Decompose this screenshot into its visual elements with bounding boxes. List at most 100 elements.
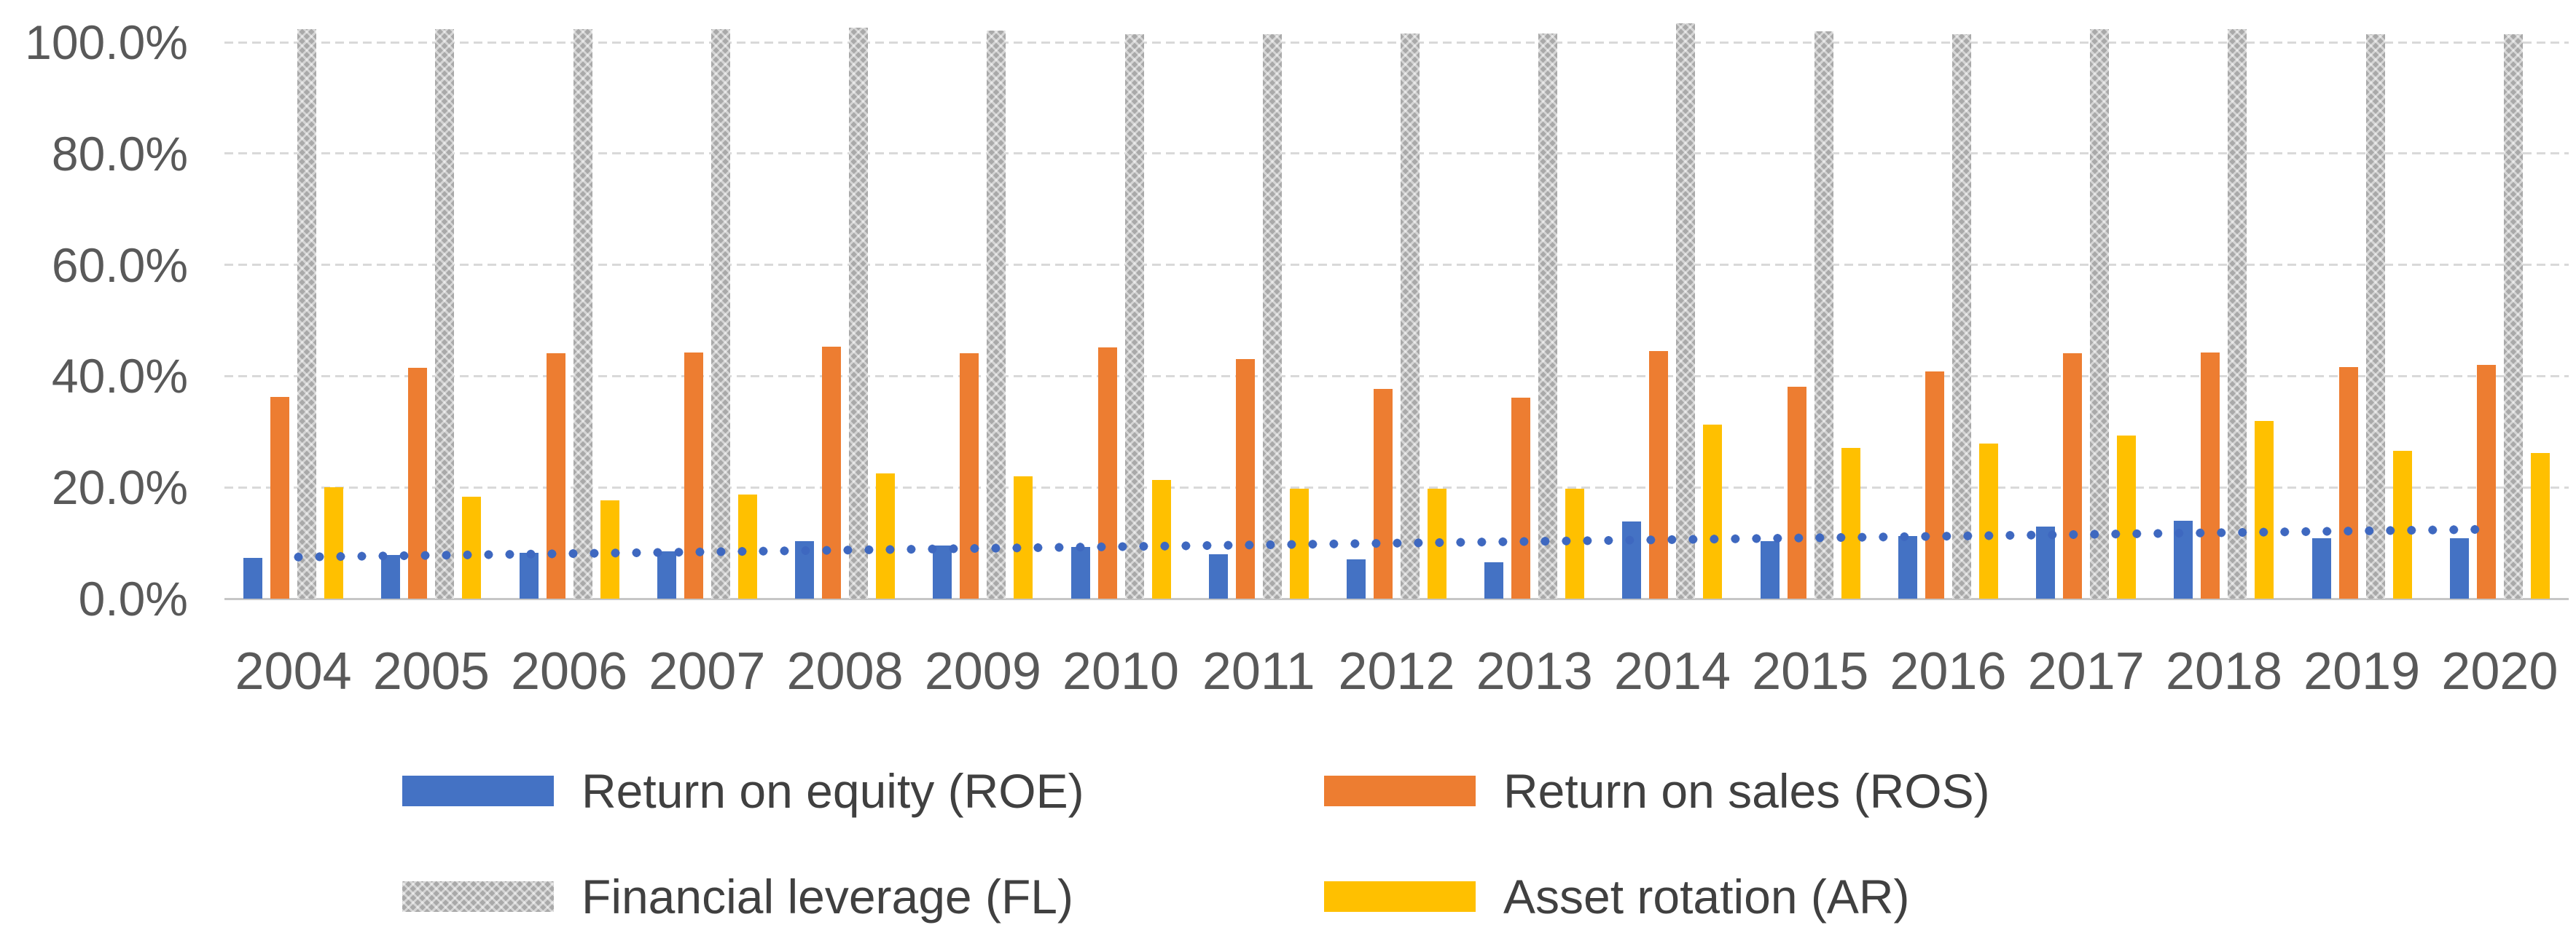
gridline-100 — [224, 41, 2569, 44]
bar-return-on-equity-roe--2014 — [1622, 521, 1641, 599]
x-axis-category-label: 2016 — [1890, 642, 2007, 701]
x-axis-category-label: 2018 — [2165, 642, 2282, 701]
bar-return-on-sales-ros--2010 — [1098, 347, 1117, 599]
bar-return-on-equity-roe--2011 — [1209, 554, 1228, 599]
y-axis-tick-label: 0.0% — [78, 572, 188, 626]
legend-item-fl: Financial leverage (FL) — [402, 870, 1073, 923]
y-axis-tick-label: 60.0% — [51, 237, 188, 292]
y-axis-tick-label: 20.0% — [51, 460, 188, 515]
x-axis-category-label: 2005 — [372, 642, 490, 701]
y-axis-tick-label: 40.0% — [51, 349, 188, 403]
bar-financial-leverage-fl--2009 — [987, 31, 1006, 599]
x-axis-category-label: 2015 — [1752, 642, 1869, 701]
gridline-60 — [224, 264, 2569, 267]
x-axis-category-label: 2008 — [786, 642, 904, 701]
bar-financial-leverage-fl--2013 — [1538, 34, 1557, 599]
bar-asset-rotation-ar--2008 — [876, 473, 895, 599]
bar-return-on-sales-ros--2016 — [1925, 371, 1944, 599]
bar-financial-leverage-fl--2014 — [1676, 23, 1695, 599]
bar-return-on-equity-roe--2013 — [1484, 562, 1503, 599]
bar-asset-rotation-ar--2004 — [324, 487, 343, 599]
y-axis-tick-label: 80.0% — [51, 126, 188, 181]
legend-swatch-fl — [402, 881, 554, 912]
x-axis-category-label: 2014 — [1613, 642, 1731, 701]
legend-item-ar: Asset rotation (AR) — [1324, 870, 1910, 923]
bar-financial-leverage-fl--2010 — [1125, 34, 1144, 599]
bar-asset-rotation-ar--2005 — [462, 497, 481, 599]
bar-return-on-equity-roe--2004 — [243, 558, 262, 599]
bar-return-on-sales-ros--2020 — [2477, 365, 2496, 599]
bar-return-on-sales-ros--2018 — [2201, 353, 2220, 599]
bar-asset-rotation-ar--2017 — [2117, 436, 2136, 599]
bar-return-on-equity-roe--2015 — [1761, 541, 1780, 599]
legend-swatch-ar — [1324, 881, 1476, 912]
gridline-40 — [224, 374, 2569, 377]
bar-financial-leverage-fl--2016 — [1952, 34, 1971, 599]
bar-asset-rotation-ar--2009 — [1014, 476, 1033, 599]
bar-financial-leverage-fl--2008 — [849, 28, 868, 599]
bar-return-on-sales-ros--2019 — [2339, 367, 2358, 599]
bar-financial-leverage-fl--2017 — [2090, 29, 2109, 599]
bar-return-on-sales-ros--2008 — [822, 347, 841, 599]
y-axis-tick-label: 100.0% — [25, 15, 188, 69]
x-axis-category-label: 2013 — [1476, 642, 1593, 701]
gridline-20 — [224, 486, 2569, 489]
bar-asset-rotation-ar--2010 — [1152, 480, 1171, 599]
bar-return-on-sales-ros--2006 — [547, 353, 565, 599]
bar-return-on-equity-roe--2010 — [1071, 547, 1090, 599]
bar-return-on-sales-ros--2009 — [960, 353, 979, 599]
legend-label-ar: Asset rotation (AR) — [1503, 870, 1910, 924]
bar-return-on-sales-ros--2004 — [270, 397, 289, 599]
bar-return-on-sales-ros--2007 — [684, 353, 703, 599]
bar-asset-rotation-ar--2020 — [2531, 453, 2550, 599]
x-axis-category-label: 2007 — [649, 642, 766, 701]
bar-return-on-equity-roe--2007 — [657, 551, 676, 599]
x-axis-category-label: 2006 — [510, 642, 628, 701]
bar-financial-leverage-fl--2012 — [1401, 34, 1420, 599]
bar-return-on-sales-ros--2015 — [1788, 387, 1806, 599]
bar-return-on-sales-ros--2005 — [408, 368, 427, 599]
bar-return-on-equity-roe--2009 — [933, 546, 952, 599]
bar-asset-rotation-ar--2015 — [1841, 448, 1860, 599]
bar-return-on-sales-ros--2013 — [1511, 398, 1530, 599]
legend-swatch-roe — [402, 776, 554, 806]
bar-return-on-equity-roe--2016 — [1898, 536, 1917, 599]
bar-financial-leverage-fl--2007 — [711, 29, 730, 599]
bar-financial-leverage-fl--2004 — [297, 29, 316, 599]
x-axis-category-label: 2017 — [2027, 642, 2145, 701]
x-axis-category-label: 2012 — [1338, 642, 1455, 701]
x-axis-category-label: 2009 — [924, 642, 1041, 701]
x-axis-category-label: 2004 — [235, 642, 352, 701]
bar-return-on-equity-roe--2005 — [381, 555, 400, 599]
bar-return-on-equity-roe--2012 — [1347, 559, 1366, 599]
x-axis-category-label: 2020 — [2441, 642, 2559, 701]
bar-asset-rotation-ar--2018 — [2255, 421, 2274, 599]
bar-financial-leverage-fl--2020 — [2504, 34, 2523, 599]
legend-label-roe: Return on equity (ROE) — [582, 764, 1084, 818]
bar-asset-rotation-ar--2014 — [1703, 425, 1722, 599]
bar-asset-rotation-ar--2016 — [1979, 444, 1998, 599]
bar-return-on-equity-roe--2006 — [520, 553, 539, 599]
bar-return-on-sales-ros--2014 — [1649, 351, 1668, 599]
bar-asset-rotation-ar--2019 — [2393, 451, 2412, 599]
bar-return-on-sales-ros--2012 — [1374, 389, 1393, 599]
legend-swatch-ros — [1324, 776, 1476, 806]
bar-financial-leverage-fl--2006 — [573, 29, 592, 599]
bar-return-on-sales-ros--2011 — [1236, 359, 1255, 599]
x-axis-category-label: 2010 — [1062, 642, 1180, 701]
bar-financial-leverage-fl--2018 — [2228, 29, 2247, 599]
x-axis-line — [224, 597, 2569, 600]
bar-financial-leverage-fl--2005 — [435, 29, 454, 599]
x-axis-category-label: 2011 — [1202, 642, 1315, 701]
bar-financial-leverage-fl--2015 — [1814, 31, 1833, 599]
bar-return-on-equity-roe--2019 — [2312, 538, 2331, 599]
legend-item-roe: Return on equity (ROE) — [402, 765, 1084, 817]
bar-return-on-equity-roe--2020 — [2450, 538, 2469, 599]
x-axis-category-label: 2019 — [2303, 642, 2421, 701]
bar-financial-leverage-fl--2019 — [2366, 34, 2385, 599]
bar-return-on-sales-ros--2017 — [2063, 353, 2082, 599]
legend-label-fl: Financial leverage (FL) — [582, 870, 1073, 924]
gridline-80 — [224, 152, 2569, 155]
legend-label-ros: Return on sales (ROS) — [1503, 764, 1990, 818]
